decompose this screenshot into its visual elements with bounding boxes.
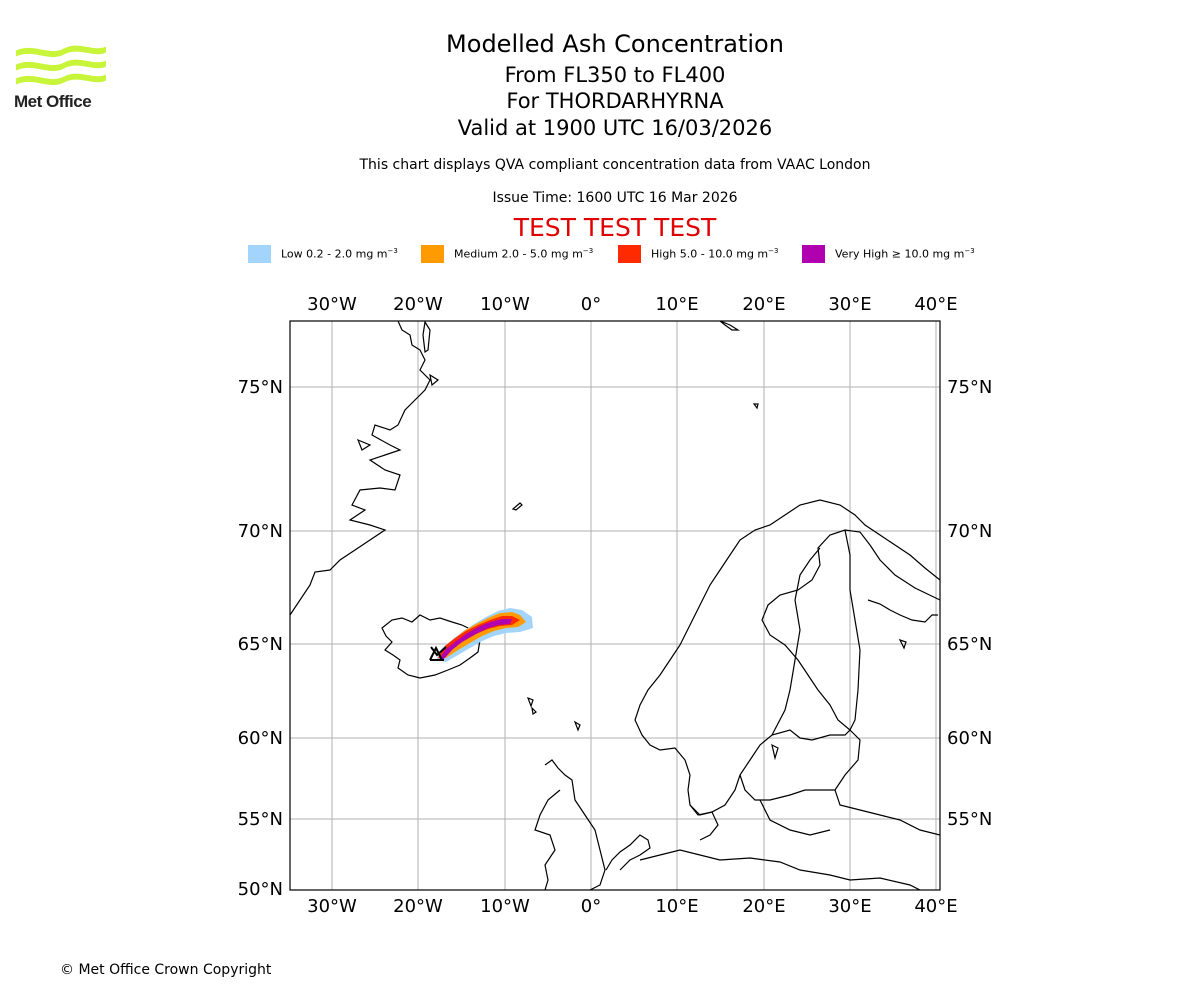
valid-time: Valid at 1900 UTC 16/03/2026 — [457, 116, 773, 140]
flight-level-range: From FL350 to FL400 — [504, 63, 726, 87]
map-content — [290, 321, 940, 890]
coastlines — [290, 321, 940, 890]
test-banner: TEST TEST TEST — [513, 213, 717, 242]
top-lon-labels: 30°W 20°W 10°W 0° 10°E 20°E 30°E 40°E — [307, 294, 957, 315]
right-lat-labels: 75°N 70°N 65°N 60°N 55°N — [947, 377, 992, 830]
left-lat-label: 70°N — [238, 521, 283, 542]
bottom-lon-label: 30°W — [307, 896, 357, 917]
bottom-lon-label: 10°E — [655, 896, 698, 917]
top-lon-label: 0° — [581, 294, 601, 315]
top-lon-label: 10°W — [480, 294, 530, 315]
issue-time: Issue Time: 1600 UTC 16 Mar 2026 — [492, 190, 738, 206]
right-lat-label: 75°N — [947, 377, 992, 398]
left-lat-label: 55°N — [238, 809, 283, 830]
iceland-coast — [381, 614, 481, 679]
bottom-lon-label: 40°E — [914, 896, 957, 917]
ash-region-very-high — [439, 619, 512, 660]
right-lat-label: 70°N — [947, 521, 992, 542]
legend-label-medium: Medium 2.0 - 5.0 mg m−3 — [454, 247, 594, 261]
volcano-name: For THORDARHYRNA — [506, 89, 724, 113]
right-lat-label: 55°N — [947, 809, 992, 830]
bottom-lon-label: 20°E — [742, 896, 785, 917]
chart-description: This chart displays QVA compliant concen… — [359, 157, 871, 173]
left-lat-label: 50°N — [238, 879, 283, 900]
left-lat-label: 65°N — [238, 634, 283, 655]
volcano-marker-icon — [429, 645, 447, 661]
left-lat-labels: 75°N 70°N 65°N 60°N 55°N 50°N — [238, 377, 283, 900]
top-lon-label: 30°E — [828, 294, 871, 315]
legend-item-very-high: Very High ≥ 10.0 mg m−3 — [802, 245, 975, 263]
top-lon-label: 20°W — [393, 294, 443, 315]
top-lon-label: 10°E — [655, 294, 698, 315]
scandinavia-coast — [634, 499, 940, 816]
ash-plume — [436, 608, 533, 662]
met-office-logo-waves — [16, 45, 106, 86]
left-lat-label: 60°N — [238, 728, 283, 749]
bottom-lon-label: 0° — [581, 896, 601, 917]
top-lon-label: 30°W — [307, 294, 357, 315]
uk-coast — [534, 759, 606, 890]
met-office-logo-text: Met Office — [14, 92, 92, 111]
legend-swatch-high — [618, 245, 641, 263]
legend-item-high: High 5.0 - 10.0 mg m−3 — [618, 245, 778, 263]
chart-title: Modelled Ash Concentration — [446, 30, 784, 58]
top-lon-label: 40°E — [914, 294, 957, 315]
right-lat-label: 65°N — [947, 634, 992, 655]
legend-item-medium: Medium 2.0 - 5.0 mg m−3 — [421, 245, 593, 263]
greenland-coast — [290, 321, 431, 616]
legend-swatch-very-high — [802, 245, 825, 263]
bottom-lon-labels: 30°W 20°W 10°W 0° 10°E 20°E 30°E 40°E — [307, 896, 957, 917]
bottom-lon-label: 10°W — [480, 896, 530, 917]
legend-item-low: Low 0.2 - 2.0 mg m−3 — [248, 245, 398, 263]
bottom-lon-label: 20°W — [393, 896, 443, 917]
legend-label-very-high: Very High ≥ 10.0 mg m−3 — [835, 247, 975, 261]
legend-swatch-medium — [421, 245, 444, 263]
gridlines — [290, 321, 940, 890]
top-lon-label: 20°E — [742, 294, 785, 315]
bottom-lon-label: 30°E — [828, 896, 871, 917]
right-lat-label: 60°N — [947, 728, 992, 749]
legend-label-high: High 5.0 - 10.0 mg m−3 — [651, 247, 779, 261]
copyright-notice: © Met Office Crown Copyright — [60, 962, 272, 978]
legend-label-low: Low 0.2 - 2.0 mg m−3 — [281, 247, 398, 261]
legend-swatch-low — [248, 245, 271, 263]
map-frame — [289, 320, 941, 891]
left-lat-label: 75°N — [238, 377, 283, 398]
